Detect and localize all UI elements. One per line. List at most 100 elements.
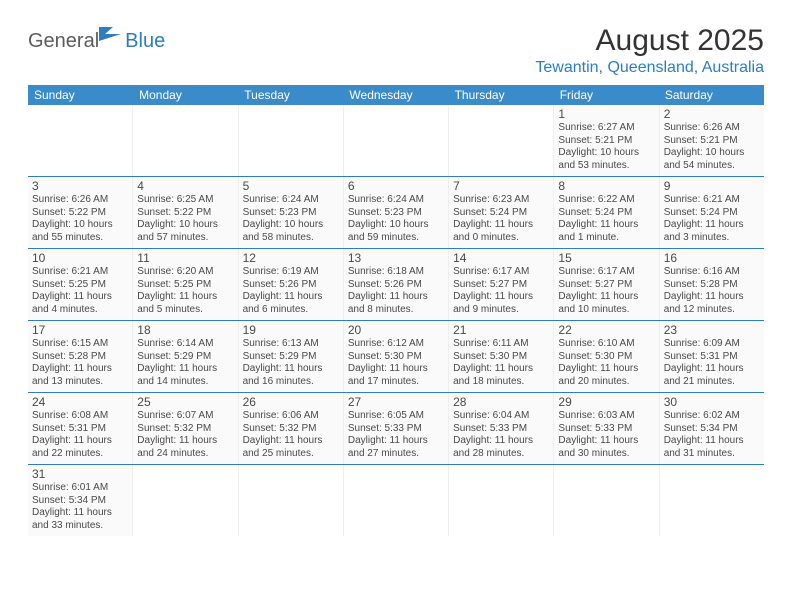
daylight-text: Daylight: 11 hours (32, 507, 128, 520)
daylight-text: Daylight: 11 hours (32, 363, 128, 376)
day-cell: 18Sunrise: 6:14 AMSunset: 5:29 PMDayligh… (132, 321, 237, 392)
sunrise-text: Sunrise: 6:08 AM (32, 410, 128, 423)
sunset-text: Sunset: 5:28 PM (32, 351, 128, 364)
daylight-text: and 53 minutes. (558, 160, 654, 173)
day-number: 20 (348, 323, 444, 337)
day-cell: 11Sunrise: 6:20 AMSunset: 5:25 PMDayligh… (132, 249, 237, 320)
sunset-text: Sunset: 5:28 PM (664, 279, 760, 292)
daylight-text: Daylight: 11 hours (558, 435, 654, 448)
daylight-text: and 9 minutes. (453, 304, 549, 317)
empty-cell (448, 105, 553, 176)
empty-cell (343, 105, 448, 176)
day-cell: 14Sunrise: 6:17 AMSunset: 5:27 PMDayligh… (448, 249, 553, 320)
daylight-text: and 4 minutes. (32, 304, 128, 317)
daylight-text: Daylight: 11 hours (243, 435, 339, 448)
day-cell: 2Sunrise: 6:26 AMSunset: 5:21 PMDaylight… (659, 105, 764, 176)
day-number: 8 (558, 179, 654, 193)
sunrise-text: Sunrise: 6:20 AM (137, 266, 233, 279)
day-number: 27 (348, 395, 444, 409)
day-number: 29 (558, 395, 654, 409)
weekday-header: Wednesday (343, 85, 448, 105)
daylight-text: Daylight: 11 hours (453, 291, 549, 304)
logo-text-blue: Blue (125, 30, 165, 53)
day-number: 22 (558, 323, 654, 337)
day-number: 7 (453, 179, 549, 193)
sunrise-text: Sunrise: 6:13 AM (243, 338, 339, 351)
daylight-text: Daylight: 11 hours (348, 363, 444, 376)
sunset-text: Sunset: 5:31 PM (664, 351, 760, 364)
day-cell: 12Sunrise: 6:19 AMSunset: 5:26 PMDayligh… (238, 249, 343, 320)
daylight-text: and 28 minutes. (453, 448, 549, 461)
daylight-text: Daylight: 11 hours (32, 435, 128, 448)
empty-cell (132, 465, 237, 536)
sunrise-text: Sunrise: 6:25 AM (137, 194, 233, 207)
daylight-text: Daylight: 10 hours (137, 219, 233, 232)
sunset-text: Sunset: 5:30 PM (348, 351, 444, 364)
sunset-text: Sunset: 5:23 PM (348, 207, 444, 220)
sunset-text: Sunset: 5:34 PM (32, 495, 128, 508)
daylight-text: and 10 minutes. (558, 304, 654, 317)
daylight-text: Daylight: 11 hours (137, 291, 233, 304)
page-header: General Blue August 2025 Tewantin, Queen… (28, 24, 764, 77)
sunrise-text: Sunrise: 6:11 AM (453, 338, 549, 351)
empty-cell (553, 465, 658, 536)
daylight-text: Daylight: 11 hours (453, 219, 549, 232)
day-cell: 28Sunrise: 6:04 AMSunset: 5:33 PMDayligh… (448, 393, 553, 464)
empty-cell (28, 105, 132, 176)
day-number: 11 (137, 251, 233, 265)
sunrise-text: Sunrise: 6:05 AM (348, 410, 444, 423)
sunrise-text: Sunrise: 6:03 AM (558, 410, 654, 423)
empty-cell (132, 105, 237, 176)
sunrise-text: Sunrise: 6:23 AM (453, 194, 549, 207)
sunrise-text: Sunrise: 6:04 AM (453, 410, 549, 423)
sunrise-text: Sunrise: 6:02 AM (664, 410, 760, 423)
calendar-page: General Blue August 2025 Tewantin, Queen… (0, 0, 792, 560)
weekday-header: Tuesday (238, 85, 343, 105)
day-number: 4 (137, 179, 233, 193)
logo-flag-icon (99, 25, 121, 46)
daylight-text: Daylight: 10 hours (664, 147, 760, 160)
title-block: August 2025 Tewantin, Queensland, Austra… (535, 24, 764, 77)
day-cell: 4Sunrise: 6:25 AMSunset: 5:22 PMDaylight… (132, 177, 237, 248)
sunrise-text: Sunrise: 6:27 AM (558, 122, 654, 135)
day-number: 14 (453, 251, 549, 265)
day-cell: 15Sunrise: 6:17 AMSunset: 5:27 PMDayligh… (553, 249, 658, 320)
week-row: 24Sunrise: 6:08 AMSunset: 5:31 PMDayligh… (28, 393, 764, 465)
day-cell: 8Sunrise: 6:22 AMSunset: 5:24 PMDaylight… (553, 177, 658, 248)
sunrise-text: Sunrise: 6:12 AM (348, 338, 444, 351)
daylight-text: and 0 minutes. (453, 232, 549, 245)
daylight-text: and 3 minutes. (664, 232, 760, 245)
daylight-text: and 5 minutes. (137, 304, 233, 317)
week-row: 1Sunrise: 6:27 AMSunset: 5:21 PMDaylight… (28, 105, 764, 177)
sunset-text: Sunset: 5:24 PM (558, 207, 654, 220)
sunset-text: Sunset: 5:24 PM (453, 207, 549, 220)
day-number: 23 (664, 323, 760, 337)
weekday-header: Friday (554, 85, 659, 105)
day-number: 25 (137, 395, 233, 409)
daylight-text: and 24 minutes. (137, 448, 233, 461)
day-number: 3 (32, 179, 128, 193)
daylight-text: and 14 minutes. (137, 376, 233, 389)
daylight-text: and 13 minutes. (32, 376, 128, 389)
day-number: 12 (243, 251, 339, 265)
day-number: 16 (664, 251, 760, 265)
sunset-text: Sunset: 5:27 PM (558, 279, 654, 292)
day-cell: 10Sunrise: 6:21 AMSunset: 5:25 PMDayligh… (28, 249, 132, 320)
daylight-text: and 27 minutes. (348, 448, 444, 461)
day-cell: 25Sunrise: 6:07 AMSunset: 5:32 PMDayligh… (132, 393, 237, 464)
day-cell: 27Sunrise: 6:05 AMSunset: 5:33 PMDayligh… (343, 393, 448, 464)
day-number: 31 (32, 467, 128, 481)
sunrise-text: Sunrise: 6:10 AM (558, 338, 654, 351)
sunset-text: Sunset: 5:27 PM (453, 279, 549, 292)
daylight-text: Daylight: 11 hours (32, 291, 128, 304)
sunrise-text: Sunrise: 6:09 AM (664, 338, 760, 351)
sunset-text: Sunset: 5:30 PM (558, 351, 654, 364)
day-cell: 31Sunrise: 6:01 AMSunset: 5:34 PMDayligh… (28, 465, 132, 536)
sunset-text: Sunset: 5:33 PM (348, 423, 444, 436)
sunrise-text: Sunrise: 6:17 AM (453, 266, 549, 279)
sunset-text: Sunset: 5:29 PM (243, 351, 339, 364)
sunset-text: Sunset: 5:30 PM (453, 351, 549, 364)
sunrise-text: Sunrise: 6:24 AM (348, 194, 444, 207)
daylight-text: and 58 minutes. (243, 232, 339, 245)
daylight-text: Daylight: 10 hours (348, 219, 444, 232)
